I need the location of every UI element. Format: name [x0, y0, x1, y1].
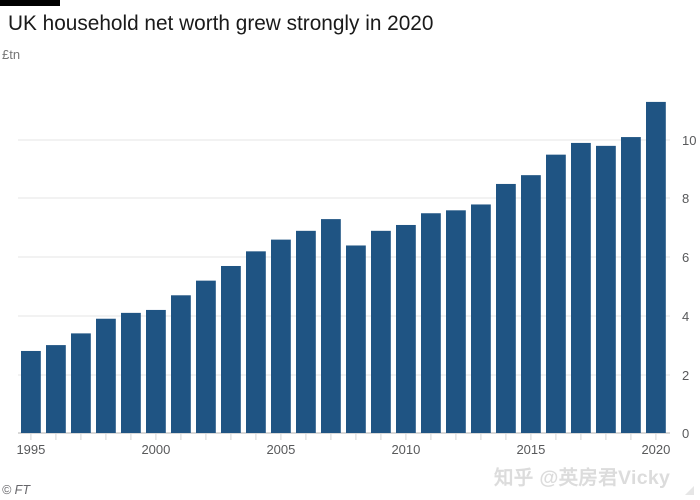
- svg-text:2015: 2015: [516, 442, 545, 457]
- svg-text:4: 4: [682, 309, 689, 324]
- svg-text:2000: 2000: [141, 442, 170, 457]
- svg-text:6: 6: [682, 250, 689, 265]
- svg-text:8: 8: [682, 191, 689, 206]
- svg-text:10: 10: [682, 133, 696, 148]
- svg-text:2: 2: [682, 368, 689, 383]
- svg-text:2010: 2010: [391, 442, 420, 457]
- svg-text:0: 0: [682, 426, 689, 441]
- svg-text:1995: 1995: [16, 442, 45, 457]
- svg-text:2005: 2005: [266, 442, 295, 457]
- svg-text:2020: 2020: [641, 442, 670, 457]
